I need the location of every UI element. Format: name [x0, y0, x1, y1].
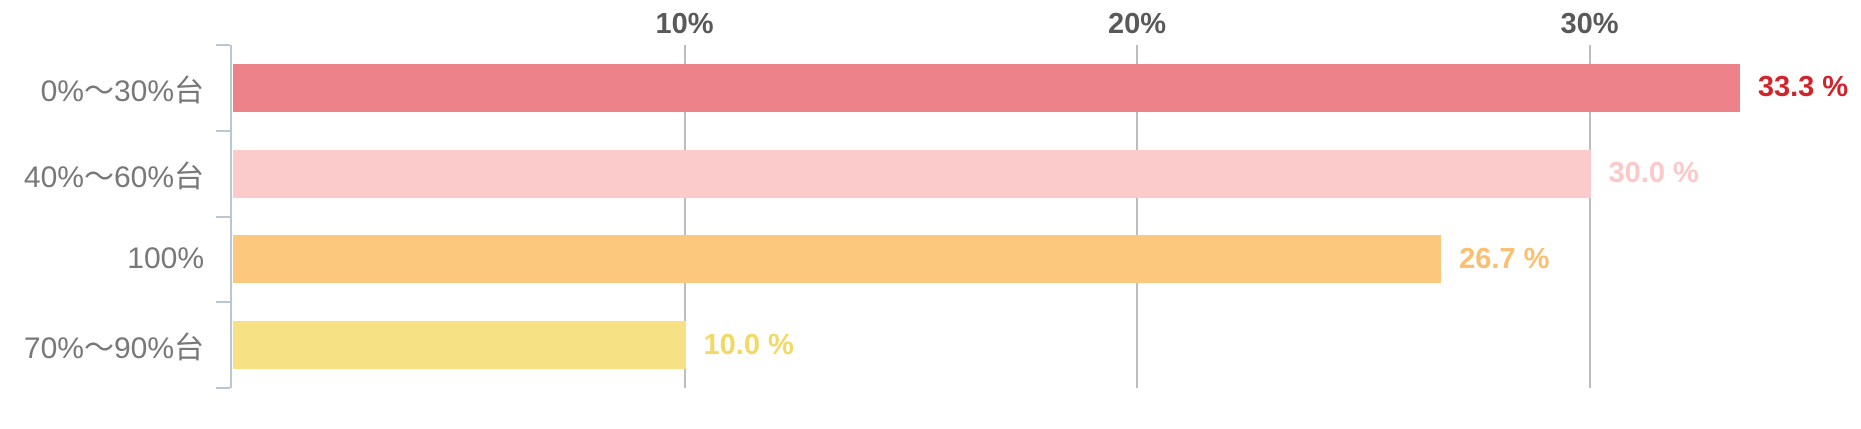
x-gridline — [1136, 45, 1138, 388]
bar — [233, 149, 1591, 198]
y-axis-tick — [216, 44, 230, 46]
y-axis-line — [230, 45, 232, 388]
y-axis-tick — [216, 129, 230, 132]
category-label: 100% — [127, 242, 204, 276]
x-gridline — [1588, 45, 1591, 388]
x-gridline — [683, 45, 686, 388]
y-axis-tick — [216, 387, 230, 389]
category-label: 0%〜30%台 — [40, 74, 204, 108]
value-label: 10.0 % — [703, 328, 794, 361]
value-label: 33.3 % — [1757, 71, 1849, 104]
value-label: 26.7 % — [1459, 242, 1550, 275]
y-axis-tick — [216, 301, 230, 304]
x-axis-tick-label: 10% — [655, 8, 714, 40]
value-label: 30.0 % — [1608, 157, 1699, 190]
bar — [233, 321, 686, 370]
category-label: 70%〜90%台 — [23, 332, 204, 366]
category-label: 40%〜60%台 — [23, 160, 204, 194]
bar — [233, 235, 1442, 284]
x-axis-tick-label: 30% — [1560, 8, 1619, 40]
x-axis-tick-label: 20% — [1107, 8, 1167, 40]
bar — [233, 63, 1740, 112]
y-axis-tick — [216, 215, 230, 218]
